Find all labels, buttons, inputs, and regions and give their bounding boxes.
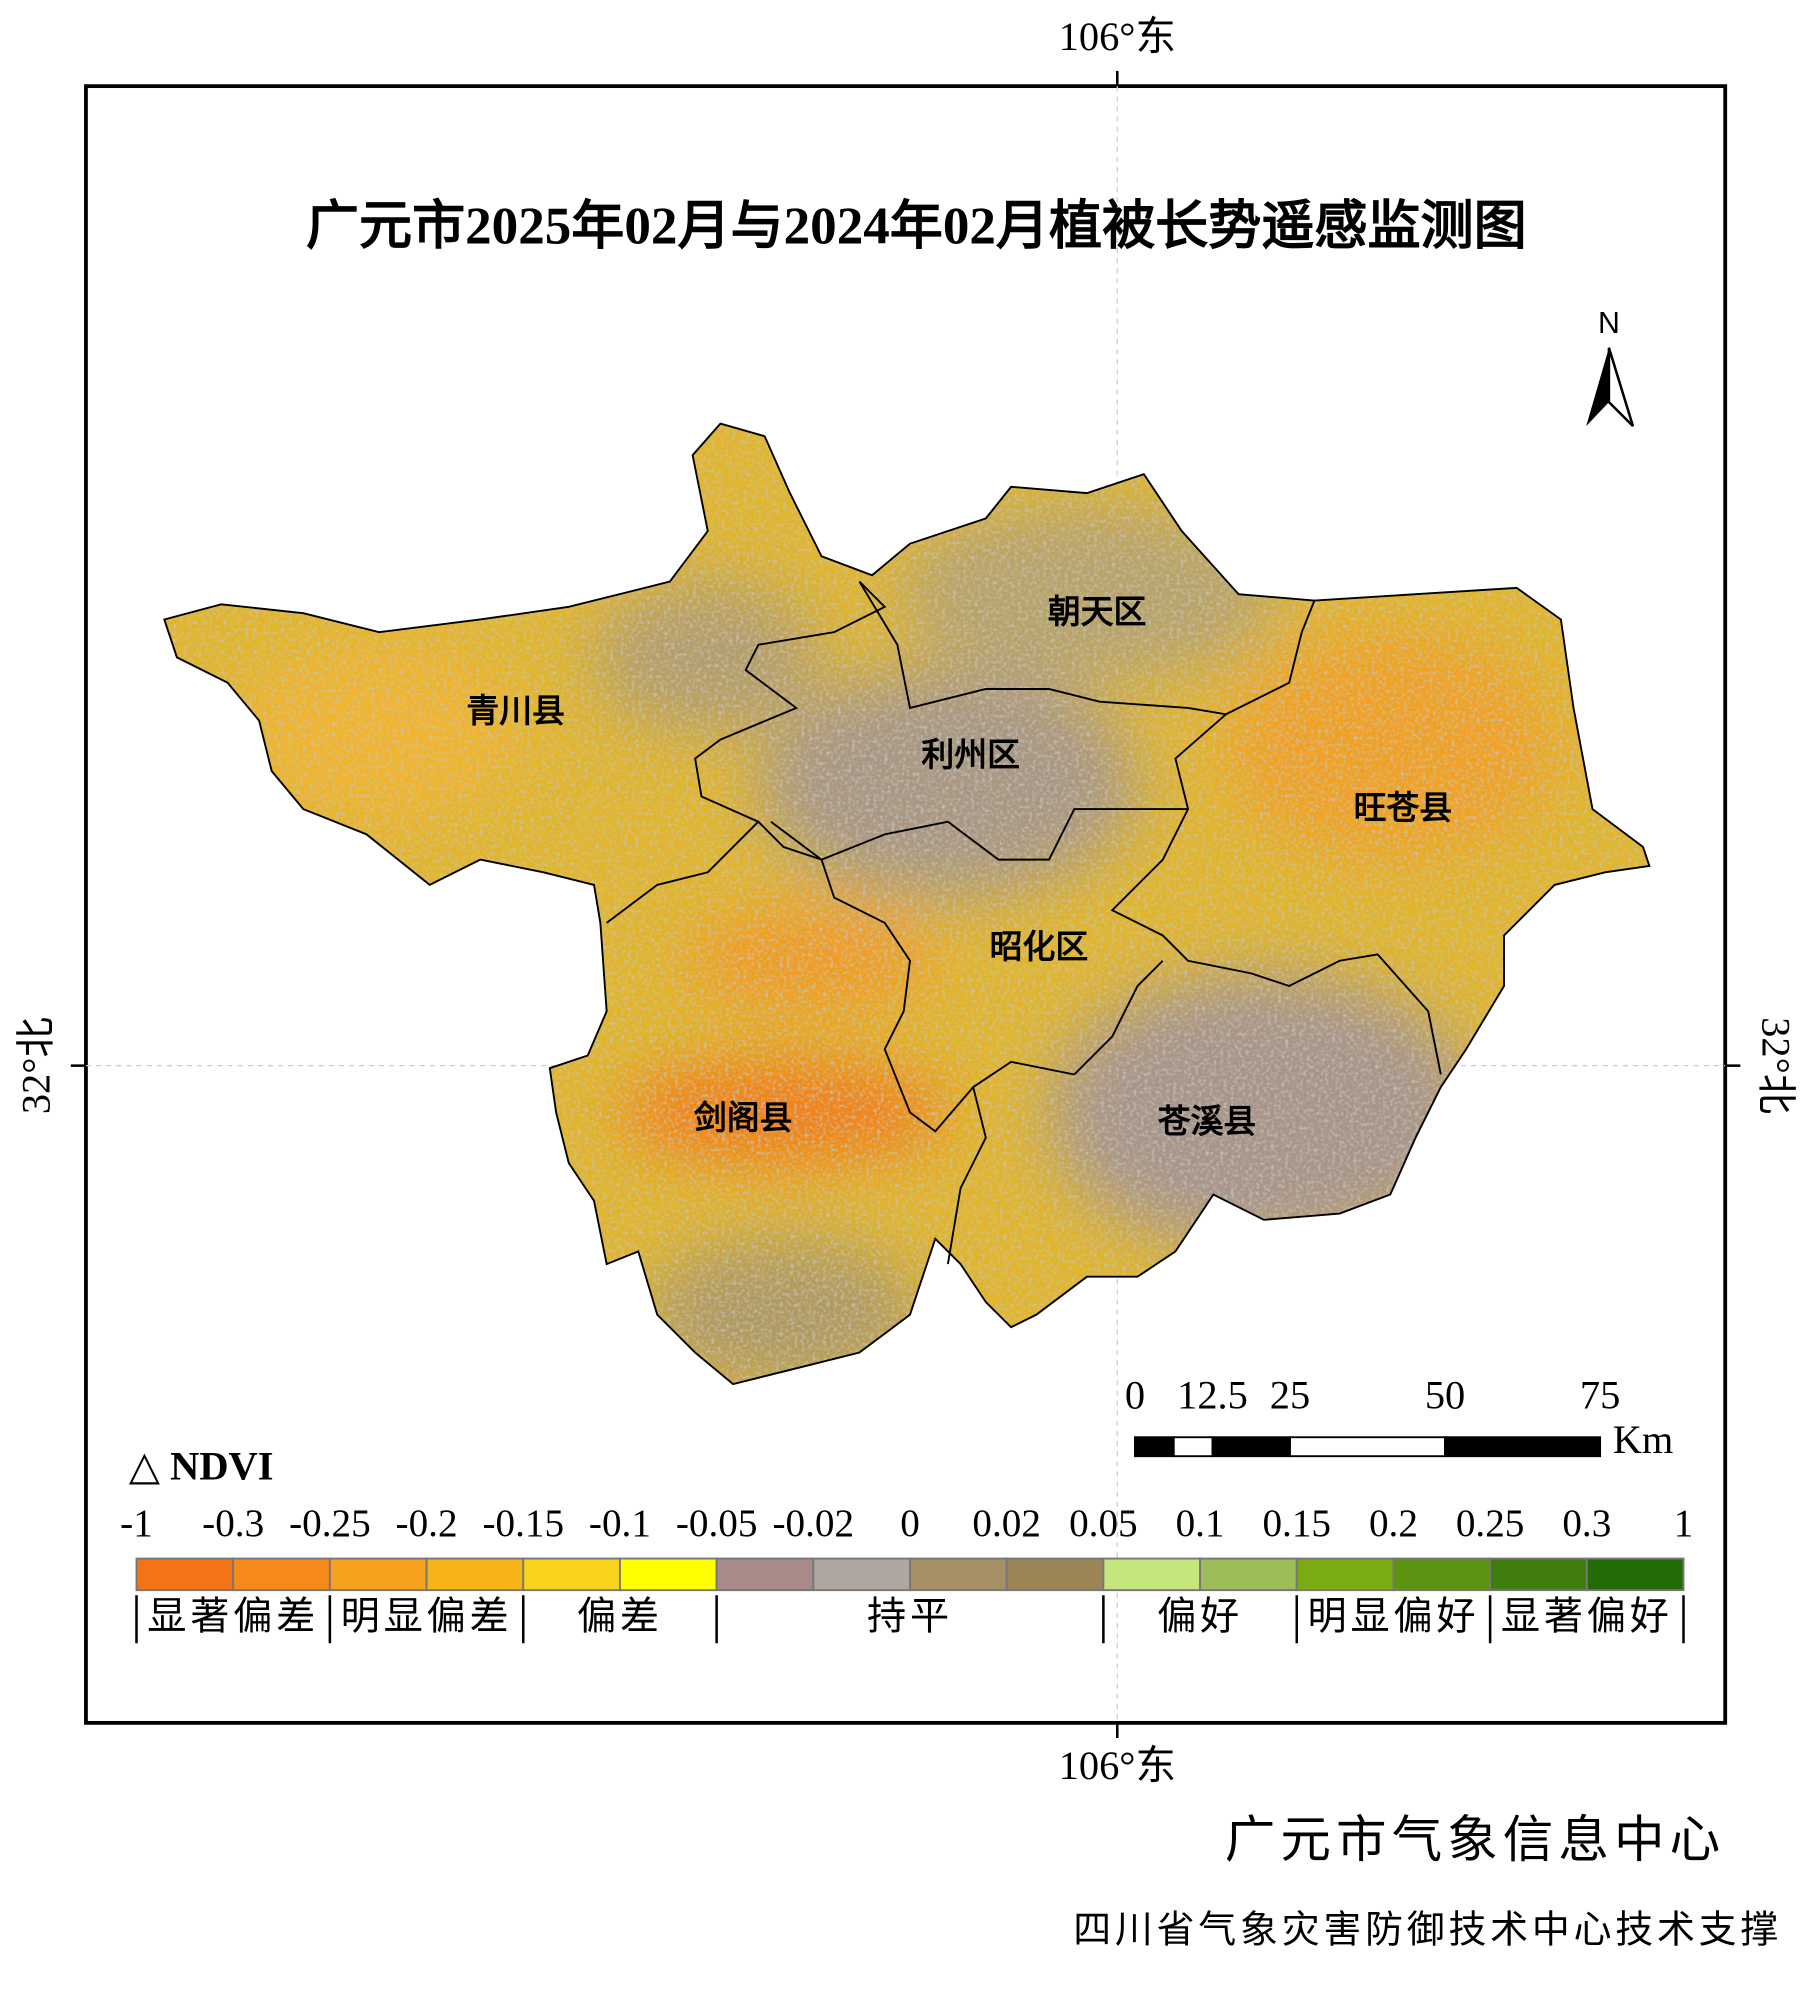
legend-tick-label: 0.2: [1369, 1502, 1418, 1545]
legend-class-label: 偏差: [577, 1595, 663, 1638]
legend-tick-label: 0.15: [1262, 1502, 1331, 1545]
district-label: 苍溪县: [1158, 1104, 1257, 1141]
legend-swatch: [715, 1557, 815, 1592]
legend-swatch: [1392, 1557, 1492, 1592]
scale-segment: [1134, 1436, 1175, 1458]
legend-class-label: 显著偏好: [1501, 1595, 1673, 1638]
legend-swatch: [522, 1557, 621, 1592]
legend-tick-label: 0.25: [1456, 1502, 1525, 1545]
scale-segment: [1289, 1436, 1446, 1458]
map-frame: [84, 84, 1728, 1725]
legend-tick-label: 0: [900, 1502, 920, 1545]
legend-tick-label: -0.15: [482, 1502, 564, 1545]
legend-tick-label: -0.2: [396, 1502, 458, 1545]
legend-swatch: [425, 1557, 525, 1592]
legend-swatch: [232, 1557, 331, 1592]
legend-title: △ NDVI: [129, 1443, 274, 1488]
district-boundary: [606, 821, 760, 924]
legend: -1 -0.3 -0.25 -0.2 -0.15 -0.1 -0.05 -0.02 0 0.02 0…: [120, 1502, 1694, 1644]
legend-class-label: 偏好: [1157, 1595, 1243, 1638]
scale-segment: [1211, 1436, 1291, 1458]
legend-swatch: [618, 1557, 718, 1592]
coord-label: 32°北: [1754, 1017, 1799, 1114]
legend-tick-label: 0.02: [972, 1502, 1041, 1545]
district-boundary: [946, 1086, 987, 1265]
north-arrow-half: [1607, 347, 1635, 428]
legend-tick-label: 0.05: [1069, 1502, 1138, 1545]
legend-tick-label: -0.05: [676, 1502, 758, 1545]
district-label: 青川县: [466, 693, 565, 730]
legend-tick-label: 0.1: [1176, 1502, 1225, 1545]
legend-tick-label: -0.25: [289, 1502, 371, 1545]
legend-swatch: [1295, 1557, 1395, 1592]
legend-swatch: [1489, 1557, 1588, 1592]
north-arrow-half: [1586, 347, 1609, 427]
legend-swatch: [1005, 1557, 1105, 1592]
district-label: 昭化区: [990, 929, 1089, 966]
raster-texture: [164, 423, 1650, 1385]
legend-tick-label: -0.1: [589, 1502, 651, 1545]
footer-support: 四川省气象灾害防御技术中心技术支撑: [1073, 1910, 1782, 1952]
legend-tick-label: -0.3: [202, 1502, 264, 1545]
district-label: 朝天区: [1048, 594, 1147, 631]
coord-label: 106°东: [1059, 14, 1176, 59]
legend-class-label: 显著偏差: [147, 1595, 319, 1638]
district-label: 旺苍县: [1354, 790, 1453, 827]
legend-tick-label: 1: [1674, 1502, 1694, 1545]
district-boundary: [694, 580, 887, 861]
district-boundary: [858, 581, 1316, 716]
legend-swatch: [328, 1557, 428, 1592]
legend-tick-label: -1: [120, 1502, 153, 1545]
legend-swatch: [1102, 1557, 1202, 1592]
scale-segment: [1172, 1436, 1214, 1458]
legend-class-label: 明显偏好: [1308, 1595, 1480, 1638]
district-boundary: [770, 808, 1189, 861]
scale-label: 12.5: [1177, 1373, 1248, 1418]
district-boundary: [820, 859, 1075, 1133]
north-arrow: N: [1586, 307, 1635, 428]
legend-class-label: 明显偏差: [341, 1595, 513, 1638]
legend-class-label: 持平: [867, 1595, 953, 1638]
coord-label: 106°东: [1059, 1743, 1176, 1788]
scale-label: 0: [1125, 1373, 1145, 1418]
district-boundaries: [606, 580, 1442, 1265]
district-label: 剑阁县: [694, 1099, 793, 1137]
scale-label: 25: [1270, 1373, 1310, 1418]
legend-swatch: [909, 1557, 1008, 1592]
legend-tick-label: 0.3: [1562, 1502, 1611, 1545]
district-boundary: [1073, 960, 1164, 1076]
scale-label: 75: [1580, 1373, 1620, 1418]
north-label: N: [1598, 307, 1620, 340]
legend-swatch: [1585, 1557, 1685, 1592]
scale-label: 50: [1425, 1373, 1465, 1418]
footer-org: 广元市气象信息中心: [1225, 1812, 1725, 1868]
legend-swatch: [812, 1557, 911, 1592]
legend-swatch: [135, 1557, 235, 1592]
legend-swatch: [1199, 1557, 1298, 1592]
map-title: 广元市2025年02月与2024年02月植被长势遥感监测图: [306, 197, 1527, 256]
scale-unit: Km: [1613, 1417, 1674, 1462]
scale-segment: [1444, 1436, 1602, 1458]
coord-label: 32°北: [14, 1017, 59, 1114]
ndvi-raster: [164, 423, 1650, 1385]
district-label: 利州区: [921, 737, 1020, 774]
legend-tick-label: -0.02: [773, 1502, 855, 1545]
